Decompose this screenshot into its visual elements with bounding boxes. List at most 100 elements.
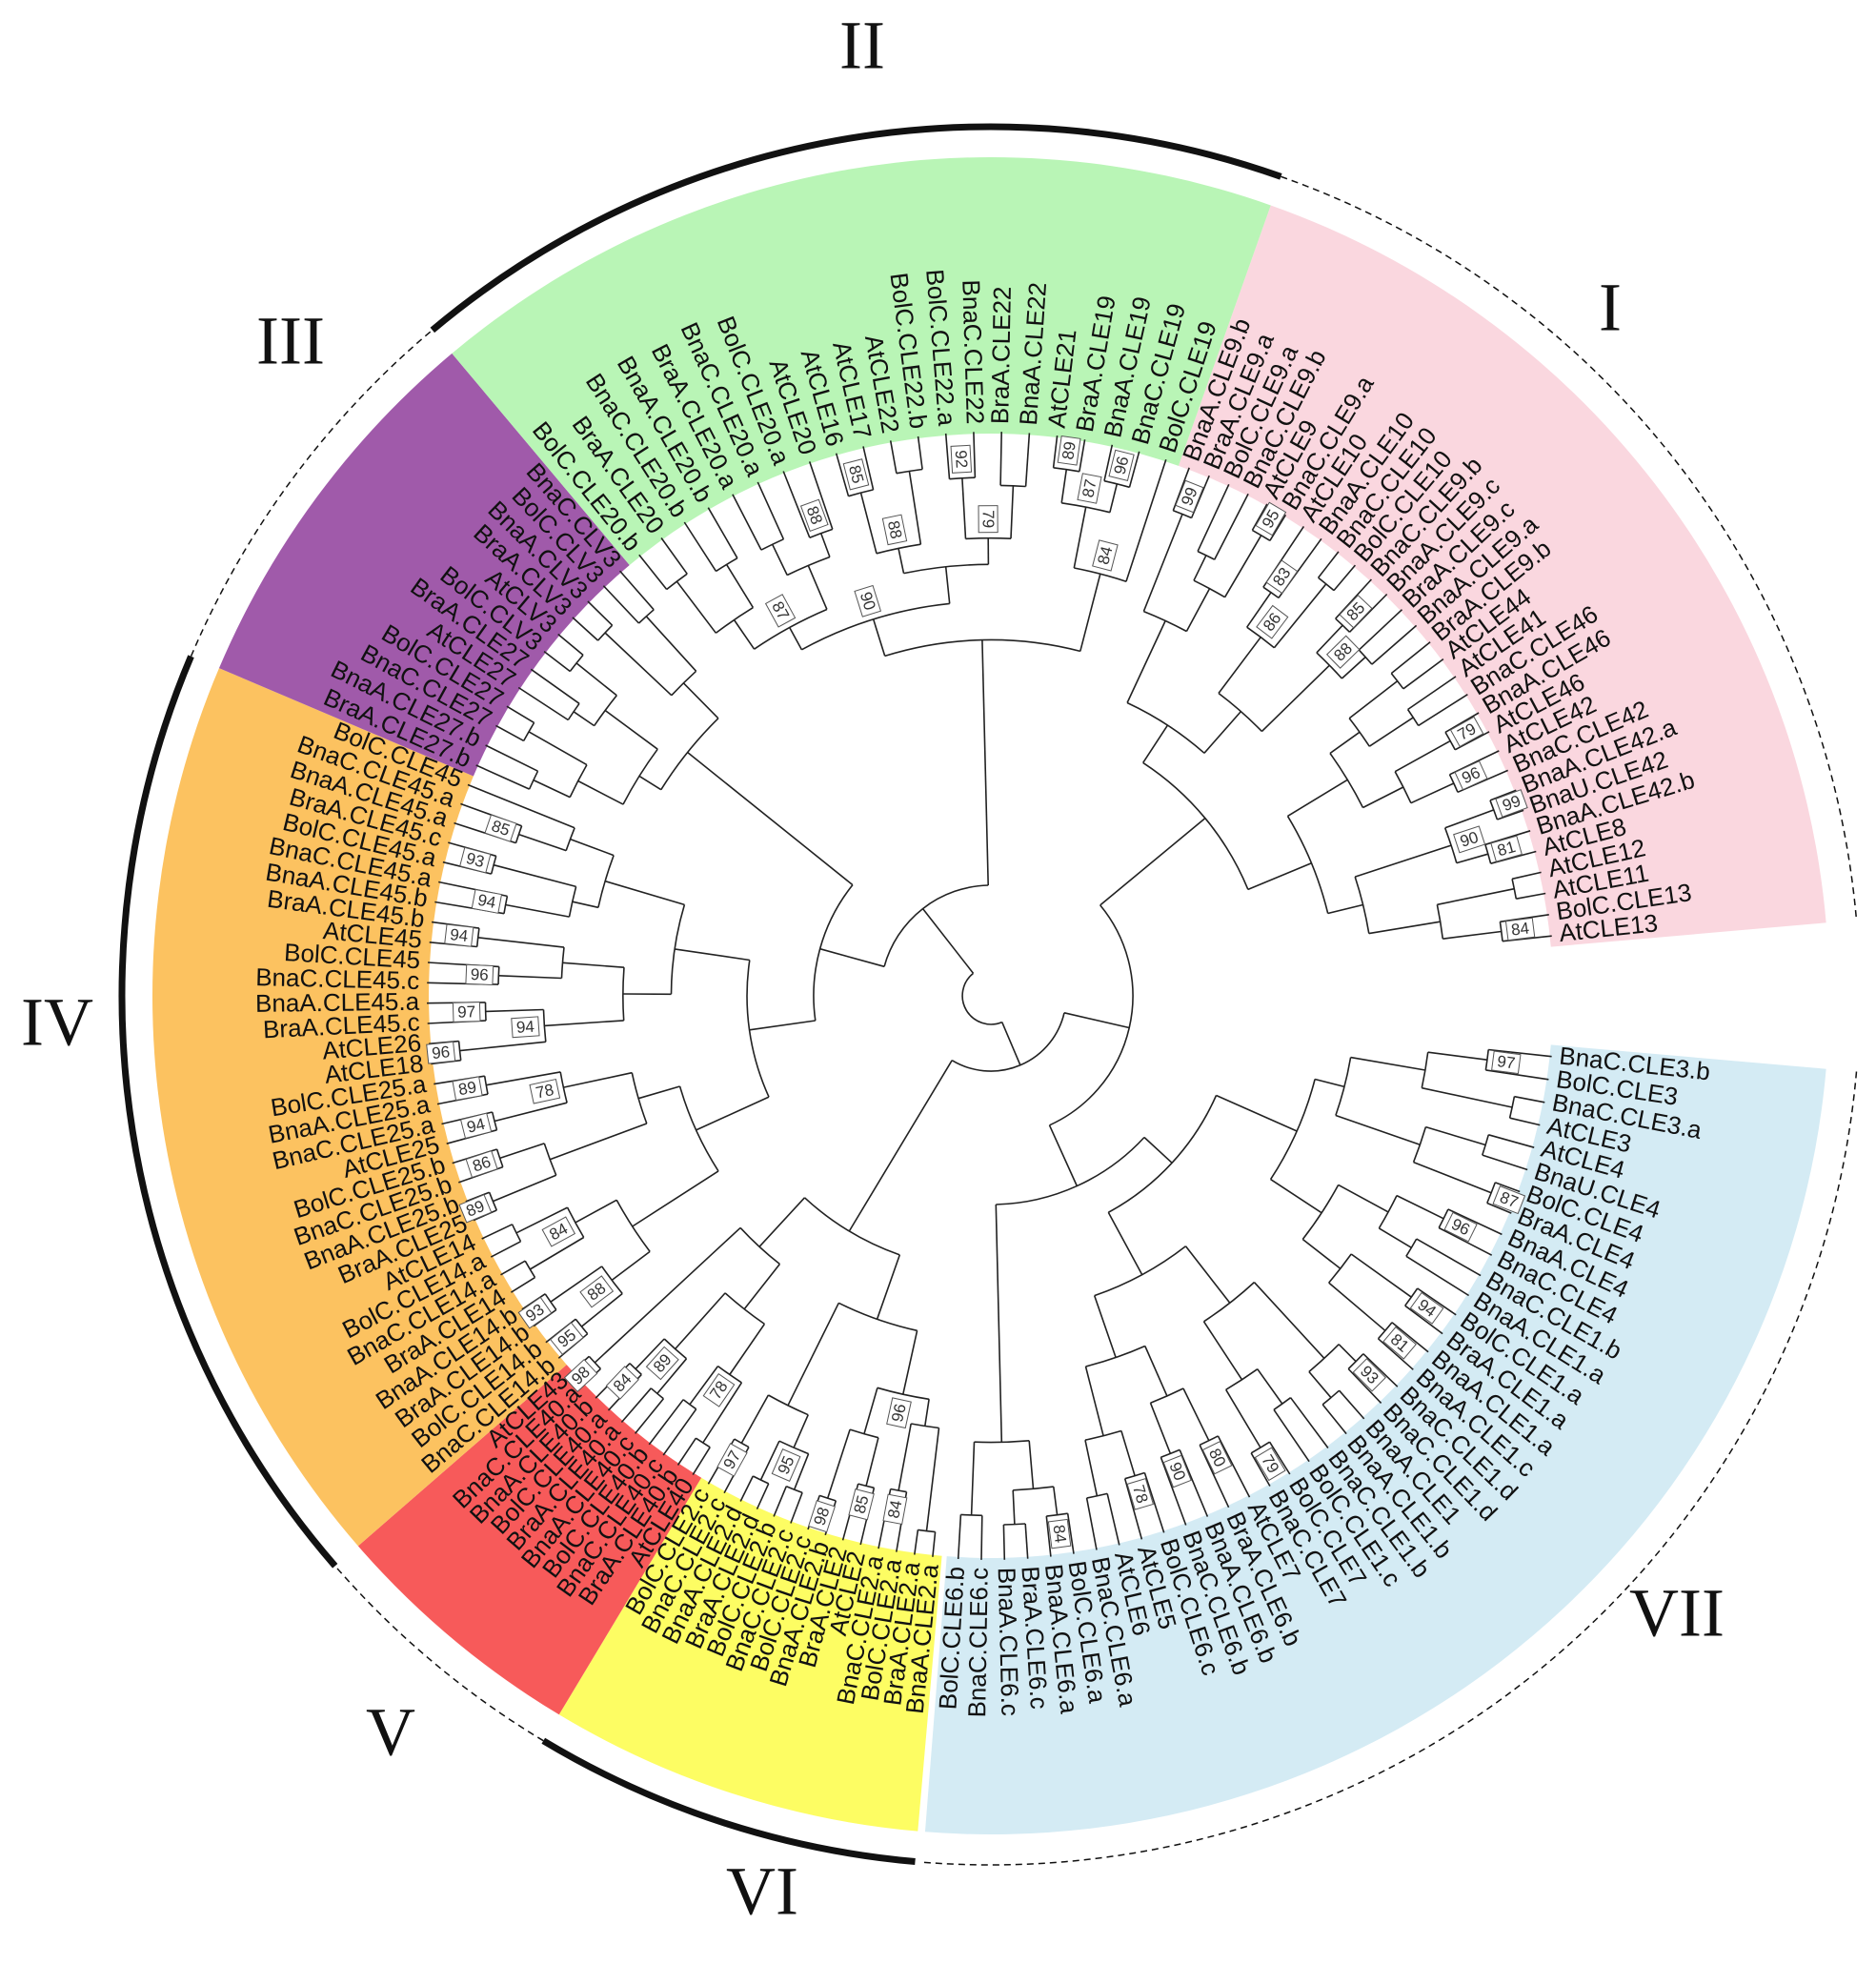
branch-arc [1049,904,1134,1126]
branch-segment [656,1358,688,1394]
branch-segment [604,709,658,750]
branch-arc [1348,718,1370,747]
branch-segment [533,779,571,799]
clade-arc-solid [118,655,338,1569]
branch-segment [889,440,898,474]
branch-segment [575,662,617,697]
branch-segment [1172,467,1190,512]
branch-segment [1485,1069,1549,1081]
branch-segment [602,585,640,624]
branch-arc [1085,1345,1146,1367]
branch-arc [1246,626,1275,649]
branch-arc [1218,692,1262,733]
bootstrap-box [854,584,882,618]
bootstrap-box [764,594,797,628]
branch-arc [1347,1353,1364,1370]
bootstrap-box [563,1358,598,1393]
branch-segment [1251,503,1268,531]
branch-segment [515,1206,568,1234]
branch-arc [566,1206,585,1238]
branch-segment [1125,458,1167,582]
branch-arc [1484,1049,1489,1071]
branch-segment [1287,779,1348,818]
branch-arc [849,1428,879,1439]
branch-segment [687,751,854,886]
branch-segment [1024,1523,1029,1559]
clade-sector [452,156,1271,566]
branch-arc [514,825,523,843]
branch-segment [481,1224,513,1240]
branch-segment [1490,850,1537,864]
branch-segment [739,1475,755,1502]
branch-segment [1084,1366,1104,1436]
clade-numeral: V [366,1694,415,1771]
branch-segment [498,975,562,980]
bootstrap-value: 96 [1111,455,1133,476]
branch-segment [1123,1478,1143,1540]
branch-segment [1079,439,1086,472]
branch-segment [1454,731,1490,751]
branch-segment [1010,485,1015,539]
branch-segment [1407,676,1457,711]
branch-segment [676,580,717,634]
branch-segment [543,650,571,673]
branch-segment [1103,444,1114,481]
bootstrap-box [579,1275,615,1308]
branch-arc [1086,1492,1108,1499]
branch-segment [517,686,569,721]
branch-segment [676,1437,697,1466]
branch-segment [1213,493,1249,560]
branch-arc [785,1485,803,1494]
bootstrap-box [716,1443,748,1477]
branch-segment [1093,1295,1117,1358]
branch-segment [620,1387,652,1424]
branch-segment [1190,475,1210,518]
branch-arc [1199,1435,1219,1447]
bootstrap-value: 96 [431,1043,451,1063]
branch-arc [695,1437,711,1448]
tree-branches [426,432,1552,1560]
branch-segment [1273,1408,1310,1463]
branch-segment [1516,892,1546,900]
branch-arc [588,1355,601,1369]
branch-segment [638,775,662,791]
branch-segment [924,1399,930,1427]
bootstrap-value: 92 [952,450,971,469]
branch-segment [1048,1124,1079,1186]
branch-segment [634,1398,665,1434]
bootstrap-box [1443,1211,1478,1243]
branch-segment [1338,1389,1365,1420]
branch-segment [1444,712,1480,734]
branch-arc [1273,1397,1292,1410]
branch-segment [1444,809,1495,829]
branch-segment [999,432,1002,486]
branch-segment [529,1236,585,1270]
bootstrap-box [459,1112,493,1140]
branch-segment [1335,1114,1421,1145]
bootstrap-box [550,1322,584,1355]
branch-arc [511,1224,522,1243]
branch-segment [995,1204,1003,1443]
branch-segment [611,1250,651,1282]
branch-segment [1425,1125,1486,1146]
branch-segment [486,1071,561,1086]
branch-segment [562,962,625,968]
branch-segment [675,1292,726,1350]
branch-segment [1126,620,1166,703]
branch-segment [917,435,923,470]
bootstrap-box [950,444,973,474]
branch-segment [662,1408,697,1456]
bootstrap-box [978,505,999,534]
branch-segment [692,1447,711,1476]
branch-segment [572,617,599,641]
branch-arc [1377,1322,1393,1340]
branch-segment [1270,1178,1322,1214]
branch-segment [1301,1238,1341,1269]
branch-segment [490,1241,521,1258]
leaf-label: BnaA.CLE6.c [993,1567,1025,1716]
bootstrap-value: 94 [465,1115,487,1137]
bootstrap-box [1077,473,1102,504]
branch-segment [756,1483,770,1510]
bootstrap-box [1409,1291,1444,1325]
branch-segment [729,1323,766,1375]
